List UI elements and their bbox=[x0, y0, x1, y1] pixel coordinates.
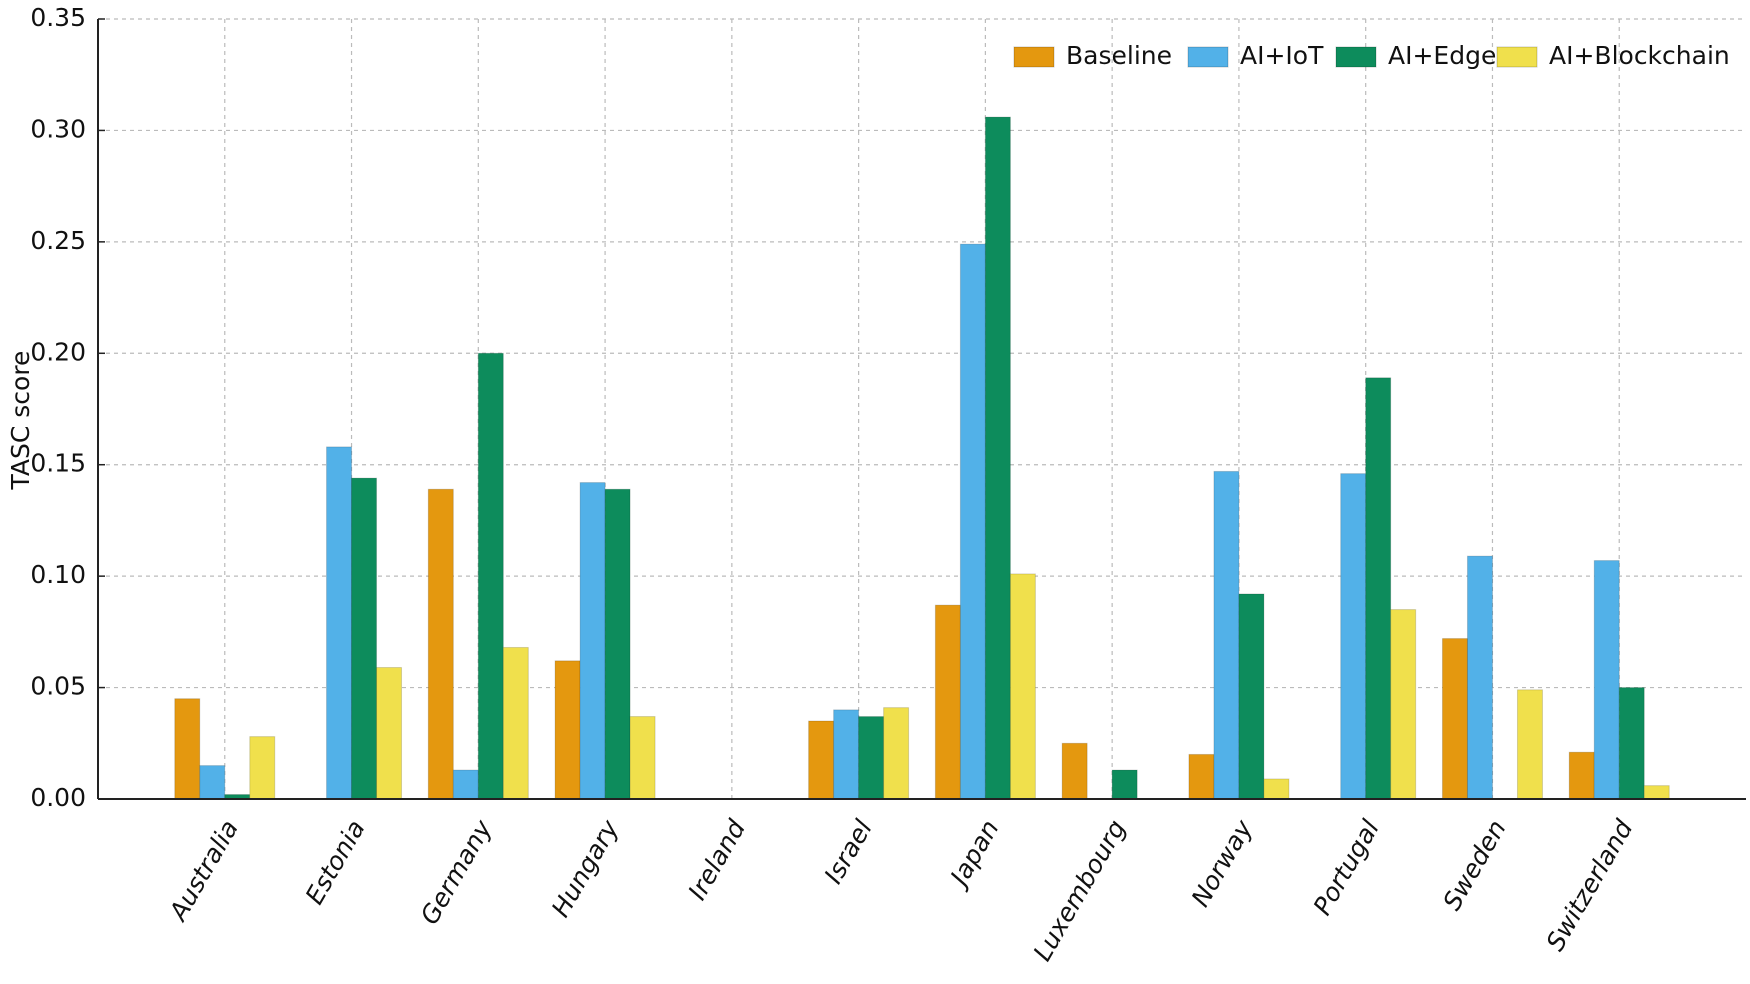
bar bbox=[249, 736, 276, 800]
legend-label: AI+IoT bbox=[1240, 41, 1324, 70]
x-tick-label: Japan bbox=[942, 815, 1004, 894]
bar bbox=[502, 646, 529, 800]
x-tick-label: Germany bbox=[415, 814, 498, 929]
bar bbox=[1188, 753, 1215, 800]
bar bbox=[1365, 377, 1392, 800]
bar bbox=[858, 716, 885, 800]
legend-swatch bbox=[1335, 46, 1377, 68]
y-tick-label: 0.20 bbox=[30, 337, 86, 366]
legend-label: AI+Edge bbox=[1388, 41, 1496, 70]
bar bbox=[1238, 593, 1265, 800]
bar bbox=[833, 709, 860, 800]
bar bbox=[174, 698, 201, 800]
y-tick-label: 0.35 bbox=[30, 3, 86, 32]
bar bbox=[1593, 560, 1620, 800]
x-tick-label: Australia bbox=[163, 815, 244, 927]
bar bbox=[604, 488, 631, 800]
bar bbox=[1441, 638, 1468, 800]
bar bbox=[1643, 785, 1670, 800]
y-tick-label: 0.05 bbox=[30, 672, 86, 701]
bar bbox=[1263, 778, 1290, 800]
legend-swatch bbox=[1496, 46, 1538, 68]
bar bbox=[883, 707, 910, 800]
y-tick-label: 0.25 bbox=[30, 226, 86, 255]
y-tick-label: 0.15 bbox=[30, 449, 86, 478]
legend-swatch bbox=[1013, 46, 1055, 68]
bar bbox=[427, 488, 454, 800]
bar bbox=[376, 667, 403, 800]
bar bbox=[477, 352, 504, 800]
bar bbox=[959, 243, 986, 800]
x-tick-label: Portugal bbox=[1308, 815, 1385, 920]
bar bbox=[326, 446, 353, 800]
bar bbox=[808, 720, 835, 800]
bar bbox=[1111, 769, 1138, 800]
bar bbox=[1340, 473, 1367, 800]
legend-label: AI+Blockchain bbox=[1549, 41, 1730, 70]
bar bbox=[554, 660, 581, 800]
bar bbox=[1009, 573, 1036, 800]
y-tick-label: 0.00 bbox=[30, 783, 86, 812]
bar bbox=[199, 765, 226, 800]
bar bbox=[351, 477, 378, 800]
x-tick-label: Hungary bbox=[546, 814, 625, 922]
legend-swatch bbox=[1187, 46, 1229, 68]
bar bbox=[629, 716, 656, 800]
x-tick-label: Israel bbox=[819, 815, 878, 889]
legend-label: Baseline bbox=[1066, 41, 1172, 70]
bar bbox=[934, 604, 961, 800]
y-axis-title: TASC score bbox=[6, 351, 35, 491]
bar bbox=[1618, 687, 1645, 800]
x-tick-label: Ireland bbox=[682, 815, 751, 905]
x-tick-label: Luxembourg bbox=[1028, 815, 1132, 966]
bar bbox=[984, 116, 1011, 800]
bar bbox=[1390, 609, 1417, 800]
bar bbox=[1568, 751, 1595, 800]
bar bbox=[1061, 742, 1088, 800]
x-tick-label: Estonia bbox=[300, 815, 371, 909]
y-tick-label: 0.30 bbox=[30, 114, 86, 143]
y-tick-label: 0.10 bbox=[30, 560, 86, 589]
bar bbox=[452, 769, 479, 800]
bar bbox=[579, 482, 606, 800]
x-tick-label: Norway bbox=[1186, 814, 1259, 912]
bar bbox=[1466, 555, 1493, 800]
bar bbox=[1213, 470, 1240, 800]
bar bbox=[1516, 689, 1543, 800]
x-tick-label: Switzerland bbox=[1540, 815, 1638, 956]
x-tick-label: Sweden bbox=[1437, 815, 1512, 915]
